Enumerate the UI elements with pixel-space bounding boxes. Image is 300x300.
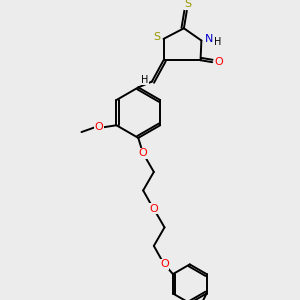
- Text: H: H: [214, 37, 222, 46]
- Text: O: O: [94, 122, 103, 132]
- Text: N: N: [205, 34, 213, 44]
- Text: S: S: [184, 0, 191, 9]
- Text: O: O: [139, 148, 148, 158]
- Text: H: H: [141, 75, 149, 85]
- Text: O: O: [160, 260, 169, 269]
- Text: O: O: [149, 204, 158, 214]
- Text: S: S: [153, 32, 160, 42]
- Text: O: O: [214, 57, 223, 67]
